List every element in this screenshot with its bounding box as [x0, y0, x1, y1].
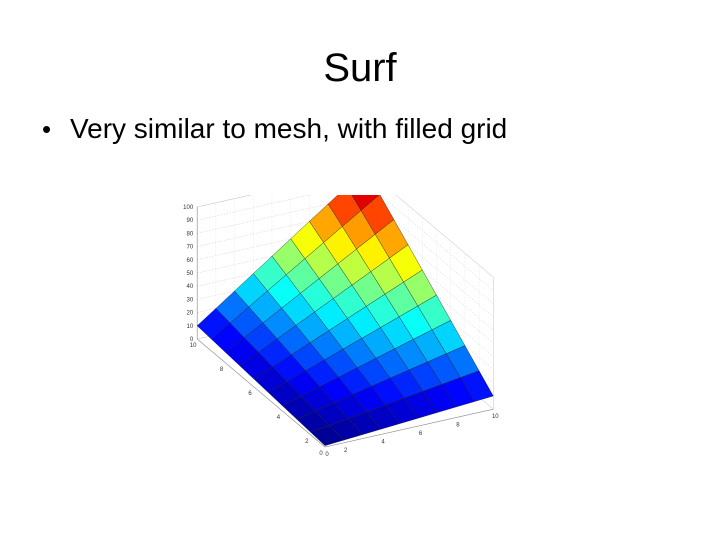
- z-tick-label: 90: [187, 218, 194, 224]
- z-tick-label: 20: [187, 311, 194, 317]
- x-tick-label: 8: [220, 367, 224, 373]
- z-tick-label: 30: [187, 297, 194, 303]
- z-tick-label: 10: [187, 324, 194, 330]
- bullet-text: Very similar to mesh, with filled grid: [70, 113, 508, 144]
- surface-patch: [310, 425, 345, 446]
- grid-line-z: [197, 195, 494, 291]
- z-tick-label: 50: [187, 271, 194, 277]
- y-tick-label: 8: [456, 423, 460, 429]
- x-tick-label: 10: [190, 343, 197, 349]
- z-tick-label: 80: [187, 231, 194, 237]
- bullet-list: • Very similar to mesh, with filled grid: [42, 111, 507, 147]
- x-tick-label: 4: [277, 415, 281, 421]
- y-tick-label: 0: [325, 452, 329, 458]
- z-tick-label: 0: [190, 337, 194, 343]
- y-tick-label: 2: [344, 448, 348, 454]
- z-tick-label: 60: [187, 258, 194, 264]
- bullet-item: • Very similar to mesh, with filled grid: [42, 111, 507, 147]
- x-tick-label: 2: [305, 439, 309, 445]
- z-tick-label: 40: [187, 284, 194, 290]
- x-tick-label: 6: [248, 391, 252, 397]
- y-tick-label: 10: [492, 414, 499, 420]
- surface: [196, 195, 494, 446]
- bullet-dot-icon: •: [42, 114, 52, 144]
- slide-title: Surf: [323, 46, 397, 90]
- z-tick-label: 70: [187, 245, 194, 251]
- x-tick-label: 0: [319, 451, 323, 457]
- floor-axis-lines: [197, 338, 494, 448]
- z-tick-label: 100: [183, 205, 194, 211]
- y-tick-label: 6: [419, 431, 423, 437]
- y-tick-label: 4: [381, 439, 385, 445]
